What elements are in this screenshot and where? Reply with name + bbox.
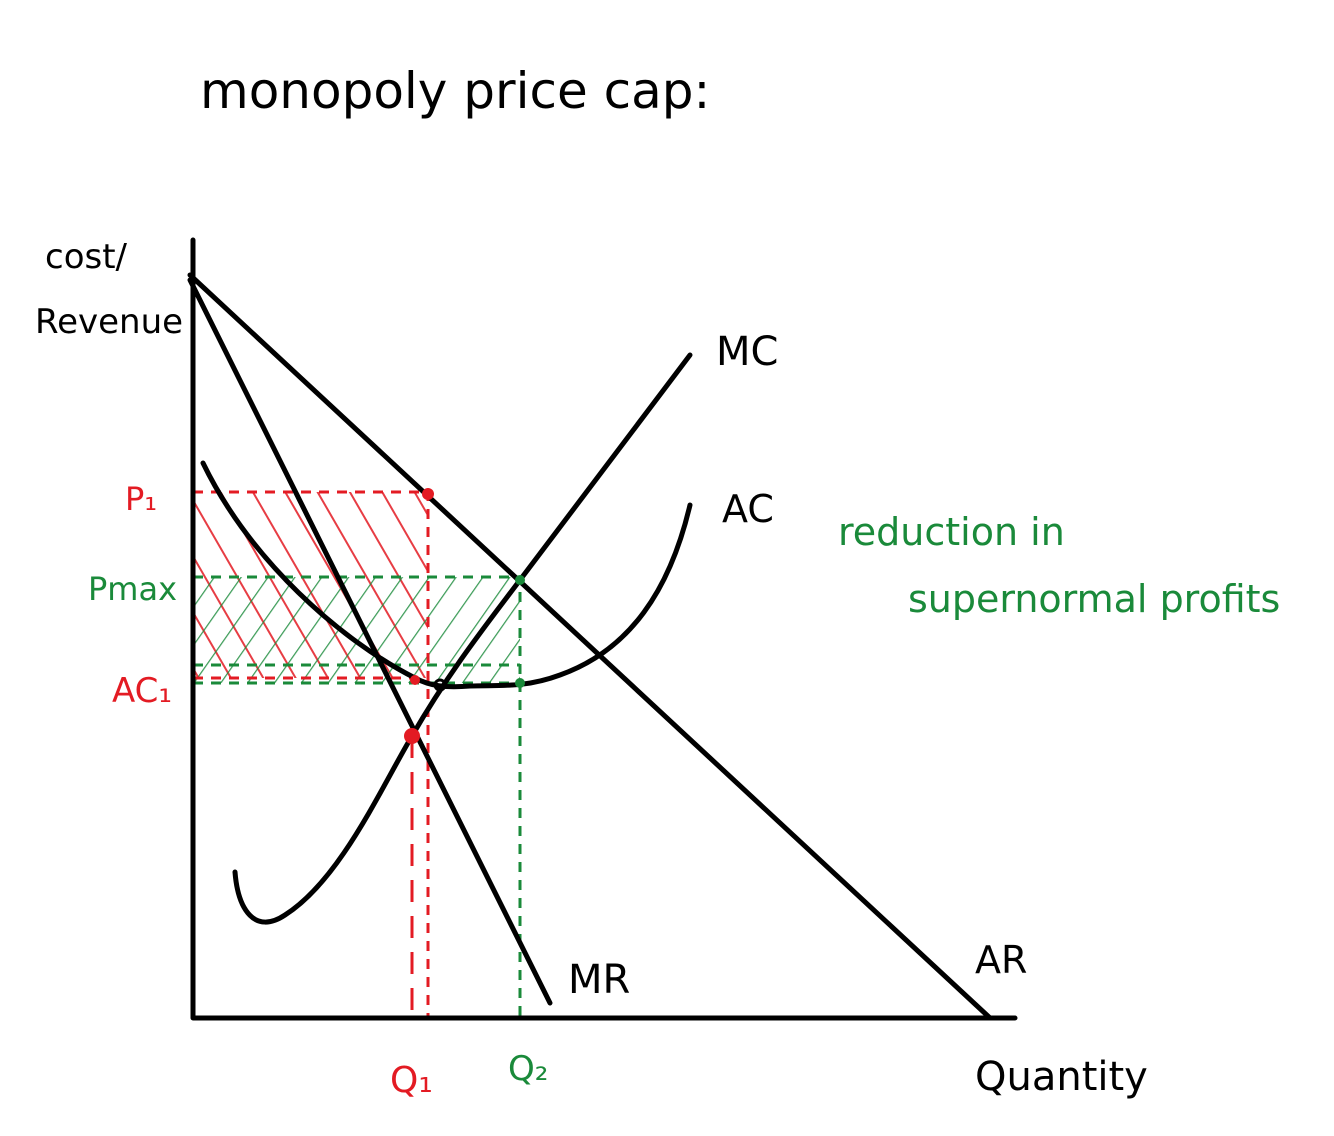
point [404,728,420,744]
mr-curve [187,277,553,1006]
mc-curve [232,352,693,925]
ac-curve [200,460,693,690]
curve-label: MR [568,957,630,1003]
price-label: P₁ [125,480,157,518]
point [433,678,447,692]
quantity-label: Q₂ [508,1049,548,1089]
price-label: Pmax [88,570,177,608]
green-hatch [195,577,520,683]
title: monopoly price cap: [200,62,710,120]
price-label: AC₁ [112,671,172,711]
y-axis-label: Revenue [35,302,183,342]
point [515,678,525,688]
annotation: reduction in [838,510,1065,554]
y-axis-label: cost/ [45,237,128,277]
annotation: supernormal profits [908,577,1280,621]
x-axis-label: Quantity [975,1054,1148,1100]
curve-label: AR [975,938,1027,982]
axes [190,237,1018,1021]
point [515,575,525,585]
quantity-label: Q₁ [390,1060,433,1101]
point [410,675,420,685]
point [422,488,434,500]
ar-curve [187,272,993,1021]
curve-label: MC [716,329,778,375]
curve-label: AC [722,487,774,531]
